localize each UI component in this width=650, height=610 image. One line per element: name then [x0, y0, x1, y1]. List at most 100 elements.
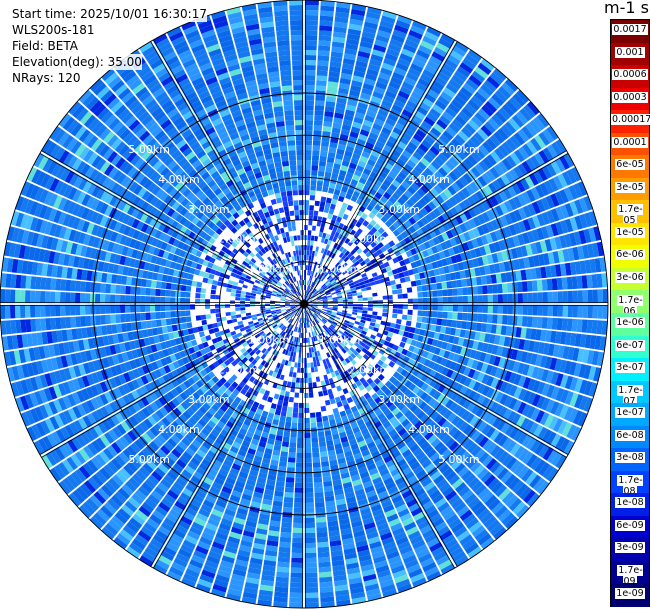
ray-gate-cell — [309, 352, 313, 358]
ray-gate-cell — [379, 131, 390, 140]
ray-gate-cell — [318, 40, 331, 47]
ray-gate-cell — [323, 116, 333, 123]
ray-gate-cell — [498, 190, 508, 202]
ray-gate-cell — [359, 129, 370, 137]
ray-gate-cell — [386, 85, 399, 95]
ray-gate-cell — [333, 209, 340, 217]
ray-gate-cell — [344, 284, 350, 289]
ray-gate-cell — [399, 259, 406, 267]
ray-gate-cell — [571, 318, 578, 332]
ray-gate-cell — [463, 220, 472, 231]
ray-gate-cell — [357, 241, 364, 248]
ray-gate-cell — [282, 506, 293, 513]
ray-gate-cell — [404, 189, 413, 199]
ray-gate-cell — [307, 275, 310, 281]
ray-gate-cell — [455, 179, 465, 190]
ray-gate-cell — [325, 166, 333, 173]
ray-gate-cell — [482, 157, 493, 169]
ray-gate-cell — [527, 203, 537, 216]
ray-gate-cell — [468, 218, 477, 229]
ray-gate-cell — [356, 165, 365, 173]
ray-gate-cell — [331, 291, 337, 295]
ray-gate-cell — [448, 171, 459, 182]
ray-gate-cell — [462, 142, 474, 154]
ray-gate-cell — [406, 34, 421, 45]
ray-gate-cell — [311, 230, 316, 236]
ray-gate-cell — [306, 260, 309, 266]
ray-gate-cell — [314, 200, 320, 207]
ray-gate-cell — [352, 306, 358, 310]
ray-gate-cell — [432, 208, 442, 217]
ray-gate-cell — [316, 381, 322, 387]
ray-gate-cell — [577, 304, 583, 318]
ray-gate-cell — [547, 291, 553, 304]
ray-gate-cell — [315, 376, 321, 382]
ray-gate-cell — [355, 254, 362, 261]
ray-gate-cell — [350, 236, 357, 243]
ray-gate-cell — [291, 417, 298, 423]
ray-gate-cell — [308, 285, 311, 291]
ray-gate-cell — [311, 265, 314, 272]
ray-gate-cell — [587, 289, 593, 304]
ray-gate-cell — [324, 202, 331, 209]
ray-gate-cell — [306, 296, 309, 301]
ray-gate-cell — [436, 205, 446, 215]
ray-gate-cell — [536, 316, 543, 329]
ray-gate-cell — [438, 167, 448, 178]
ray-gate-cell — [523, 104, 536, 119]
ray-gate-cell — [396, 234, 404, 242]
ray-gate-cell — [339, 169, 347, 177]
ray-gate-cell — [441, 232, 450, 241]
ray-gate-cell — [517, 293, 523, 304]
ray-gate-cell — [492, 179, 502, 192]
ray-gate-cell — [402, 43, 417, 54]
ray-gate-cell — [342, 58, 356, 66]
ray-gate-cell — [427, 201, 437, 211]
ray-gate-cell — [315, 406, 321, 413]
ray-gate-cell — [343, 272, 350, 278]
ray-gate-cell — [420, 207, 429, 217]
ray-gate-cell — [349, 18, 364, 27]
ray-gate-cell — [383, 95, 395, 104]
ray-gate-cell — [289, 391, 295, 398]
ray-gate-cell — [408, 216, 417, 225]
ray-gate-cell — [537, 167, 548, 182]
ray-gate-cell — [385, 175, 395, 184]
ray-gate-cell — [422, 310, 428, 317]
ray-gate-cell — [509, 135, 522, 149]
ray-gate-cell — [417, 304, 423, 310]
ray-gate-cell — [308, 392, 314, 398]
ray-gate-cell — [304, 70, 316, 76]
ray-gate-cell — [310, 190, 316, 196]
ray-gate-cell — [306, 285, 309, 291]
ray-gate-cell — [376, 287, 382, 293]
ray-gate-cell — [347, 306, 353, 309]
ray-gate-cell — [320, 292, 326, 296]
ray-gate-cell — [456, 320, 463, 329]
ray-gate-cell — [308, 210, 314, 216]
ray-gate-cell — [317, 268, 322, 274]
ray-gate-cell — [350, 179, 359, 186]
ray-gate-cell — [459, 86, 473, 99]
ray-gate-cell — [437, 311, 443, 319]
ray-gate-cell — [521, 160, 533, 174]
ray-gate-cell — [404, 236, 412, 245]
ray-gate-cell — [484, 100, 498, 114]
ray-gate-cell — [306, 296, 310, 301]
ray-gate-cell — [290, 582, 304, 588]
ray-gate-cell — [309, 397, 315, 403]
ray-gate-cell — [501, 82, 515, 96]
ray-gate-cell — [276, 566, 290, 573]
ray-gate-cell — [363, 21, 378, 30]
ray-gate-cell — [326, 91, 337, 98]
ray-gate-cell — [304, 497, 314, 503]
ray-gate-cell — [316, 278, 320, 284]
ray-gate-cell — [319, 25, 333, 32]
ray-gate-cell — [366, 314, 373, 319]
ray-gate-cell — [350, 242, 357, 249]
ray-gate-cell — [352, 251, 359, 258]
ray-gate-cell — [457, 130, 469, 142]
ray-gate-cell — [521, 125, 534, 140]
ray-gate-cell — [291, 422, 298, 428]
ray-gate-cell — [318, 280, 323, 286]
